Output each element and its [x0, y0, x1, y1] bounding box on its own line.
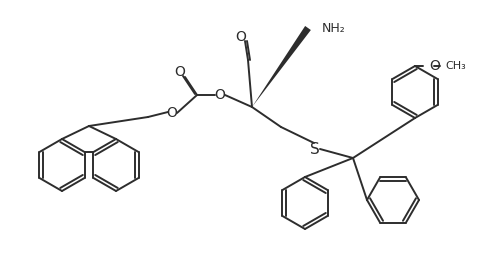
Text: O: O	[175, 65, 186, 79]
Polygon shape	[252, 26, 311, 107]
Text: NH₂: NH₂	[322, 21, 346, 34]
Text: S: S	[310, 142, 320, 157]
Text: O: O	[214, 88, 225, 102]
Text: O: O	[166, 106, 177, 120]
Text: O: O	[236, 30, 247, 44]
Text: CH₃: CH₃	[445, 61, 466, 71]
Text: O: O	[429, 59, 440, 73]
